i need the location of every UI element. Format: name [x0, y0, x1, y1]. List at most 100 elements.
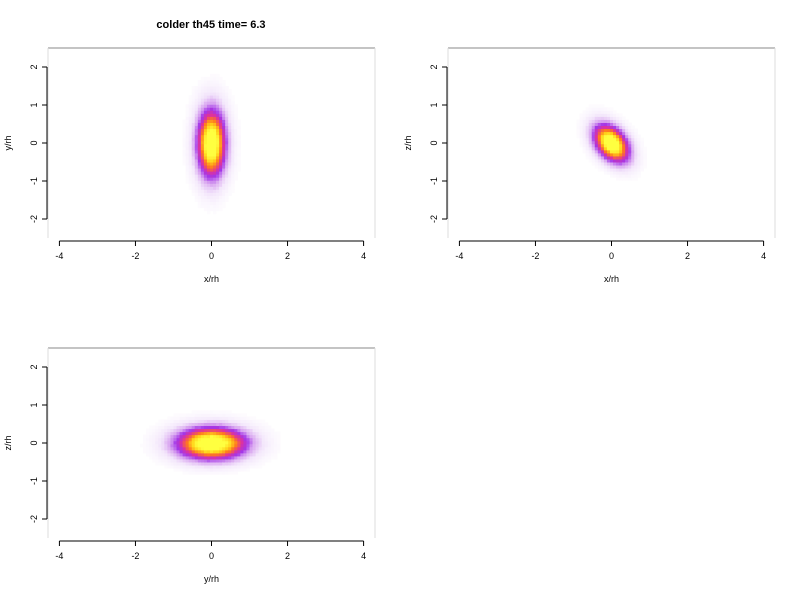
heatmap-cell [176, 416, 181, 420]
heatmap-cell [188, 128, 193, 133]
heatmap-cell [143, 449, 147, 454]
heatmap-cell [643, 149, 647, 154]
heatmap-cell [209, 437, 214, 442]
heatmap-cell [194, 434, 199, 439]
heatmap-cell [225, 86, 229, 90]
heatmap-cell [600, 149, 605, 154]
heatmap-cell [213, 168, 217, 172]
heatmap-cell [255, 443, 260, 448]
heatmap-cell [209, 419, 214, 423]
heatmap-cell [234, 137, 238, 142]
heatmap-cell [246, 440, 251, 445]
heatmap-cell [173, 416, 178, 420]
heatmap-cell [637, 140, 641, 145]
heatmap-cell [188, 171, 193, 175]
heatmap-cell [200, 125, 205, 130]
heatmap-cell [585, 146, 590, 151]
heatmap-cell [191, 422, 196, 427]
heatmap-cell [276, 440, 281, 445]
heatmap-cell [185, 458, 190, 463]
heatmap-cell [200, 471, 205, 475]
heatmap-cell [203, 446, 208, 451]
heatmap-cell [603, 131, 608, 136]
heatmap-cell [164, 440, 168, 445]
heatmap-cell [194, 468, 199, 472]
heatmap-cell [164, 458, 168, 463]
heatmap-cell [591, 125, 596, 130]
heatmap-cell [188, 465, 193, 469]
heatmap-cell [216, 440, 220, 445]
heatmap-cell [176, 455, 181, 460]
heatmap-cell [585, 110, 590, 114]
heatmap-cell [206, 455, 211, 460]
heatmap-cell [609, 128, 614, 133]
heatmap-cell [237, 168, 241, 172]
heatmap-cell [188, 440, 193, 445]
heatmap-cell [246, 458, 251, 463]
heatmap-cell [197, 192, 202, 196]
heatmap-cell [213, 137, 217, 142]
heatmap-cell [616, 116, 620, 120]
heatmap-cell [228, 152, 232, 157]
heatmap-cell [197, 146, 202, 151]
heatmap-cell [176, 446, 181, 451]
heatmap-cell [619, 125, 623, 130]
heatmap-cell [234, 437, 238, 442]
heatmap-cell [585, 119, 590, 123]
heatmap-cell [200, 413, 205, 417]
heatmap-cell [637, 155, 641, 160]
heatmap-cell [155, 449, 159, 454]
heatmap-cell [213, 143, 217, 148]
heatmap-cell [219, 207, 223, 212]
heatmap-cell [252, 465, 257, 469]
heatmap-cell [197, 149, 202, 154]
heatmap-cell [200, 137, 205, 142]
heatmap-cell [591, 104, 596, 108]
heatmap-cell [191, 462, 196, 466]
heatmap-cell [264, 437, 269, 442]
heatmap-cell [225, 189, 229, 193]
heatmap-cell [261, 434, 266, 439]
heatmap-cell [191, 443, 196, 448]
heatmap-cell [640, 158, 644, 163]
heatmap-cell [237, 446, 241, 451]
heatmap-cell [191, 116, 196, 120]
heatmap-cell [228, 425, 232, 430]
heatmap-cell [613, 134, 617, 139]
heatmap-cell [228, 162, 232, 166]
heatmap-cell [231, 437, 235, 442]
heatmap-cell [616, 143, 620, 148]
heatmap-cell [167, 434, 171, 439]
heatmap-cell [164, 455, 168, 460]
heatmap-cell [200, 452, 205, 457]
heatmap-cell [634, 155, 638, 160]
heatmap-cell [188, 462, 193, 466]
heatmap-cell [197, 437, 202, 442]
heatmap-cell [203, 458, 208, 463]
heatmap-cell [206, 410, 211, 414]
heatmap-cell [191, 171, 196, 175]
heatmap-cell [164, 462, 168, 466]
heatmap-cell [209, 128, 214, 133]
x-tick-label: -4 [455, 251, 463, 261]
heatmap-cell [194, 410, 199, 414]
heatmap-cell [188, 116, 193, 120]
heatmap-cell [194, 107, 199, 111]
heatmap-cell [194, 183, 199, 187]
heatmap-cell [203, 107, 208, 111]
heatmap-cell [197, 446, 202, 451]
heatmap-cell [637, 134, 641, 139]
heatmap-cell [197, 449, 202, 454]
heatmap-cell [219, 174, 223, 178]
heatmap-cell [197, 104, 202, 108]
heatmap-cell [200, 198, 205, 203]
heatmap-cell [146, 428, 150, 433]
heatmap-cell [228, 104, 232, 108]
heatmap-cell [213, 186, 217, 190]
heatmap-cell [252, 434, 257, 439]
heatmap-cell [237, 131, 241, 136]
heatmap-cell [194, 122, 199, 127]
heatmap-cell [264, 446, 269, 451]
heatmap-cell [234, 434, 238, 439]
heatmap-cell [213, 452, 217, 457]
